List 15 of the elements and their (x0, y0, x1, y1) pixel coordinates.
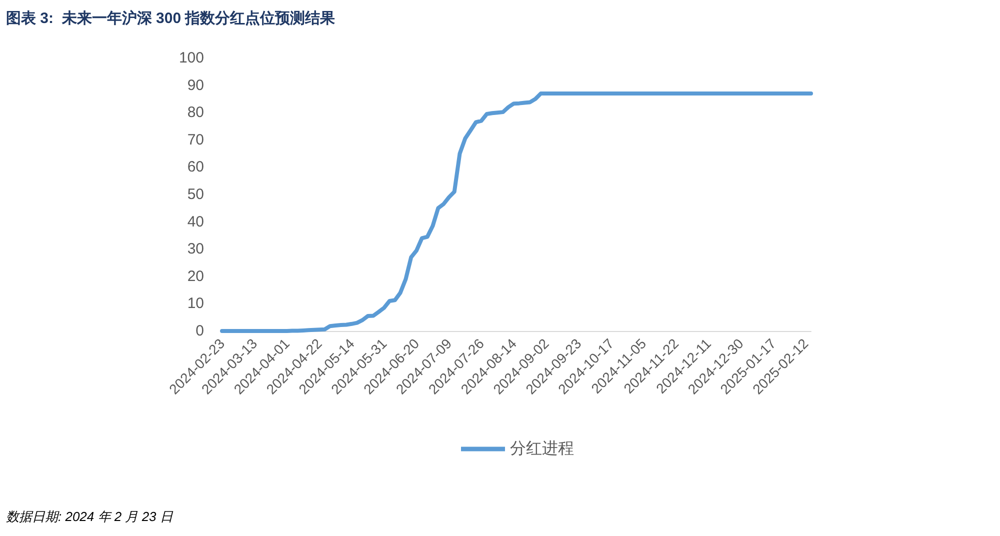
y-tick-label: 30 (187, 240, 204, 258)
y-tick-label: 50 (187, 186, 204, 203)
text: 数据日期: 2024 年 2 月 23 日 (6, 508, 173, 526)
legend-label: 分红进程 (510, 440, 574, 458)
y-tick-label: 100 (178, 50, 204, 66)
y-tick-label: 40 (187, 213, 204, 230)
chart-title: 图表 3: 未来一年沪深 300 指数分红点位预测结果 (6, 9, 336, 28)
y-tick-label: 80 (187, 104, 204, 122)
y-tick-label: 10 (187, 295, 204, 312)
y-tick-label: 20 (187, 268, 204, 285)
y-tick-label: 0 (196, 322, 204, 340)
y-tick-label: 90 (187, 76, 204, 94)
y-tick-label: 60 (187, 158, 204, 176)
line-series (220, 91, 813, 333)
y-tick-label: 70 (187, 131, 204, 148)
